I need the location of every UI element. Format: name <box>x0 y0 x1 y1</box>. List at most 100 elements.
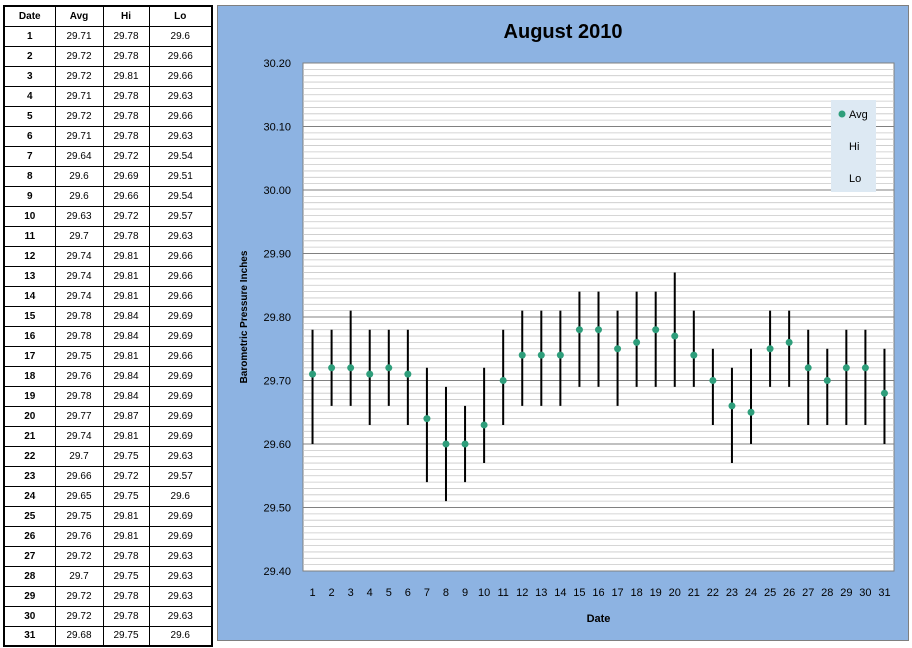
cell-lo: 29.66 <box>148 285 213 307</box>
table-row: 21 29.74 29.81 29.69 <box>3 425 213 447</box>
avg-point <box>804 364 812 372</box>
x-tick-label: 7 <box>424 587 430 599</box>
table-row: 12 29.74 29.81 29.66 <box>3 245 213 267</box>
cell-avg: 29.72 <box>54 585 104 607</box>
x-tick-label: 16 <box>592 587 604 599</box>
x-tick-label: 22 <box>707 587 719 599</box>
avg-point <box>690 351 698 359</box>
cell-avg: 29.6 <box>54 165 104 187</box>
table-row: 27 29.72 29.78 29.63 <box>3 545 213 567</box>
cell-hi: 29.84 <box>102 385 150 407</box>
cell-lo: 29.66 <box>148 245 213 267</box>
cell-avg: 29.78 <box>54 385 104 407</box>
pressure-chart: 29.40 29.50 29.60 29.70 29.80 29.90 30.00 30.10… <box>239 21 895 625</box>
y-tick-label: 30.00 <box>263 185 291 197</box>
cell-lo: 29.63 <box>148 585 213 607</box>
cell-avg: 29.74 <box>54 425 104 447</box>
table-row: 8 29.6 29.69 29.51 <box>3 165 213 187</box>
table-row: 22 29.7 29.75 29.63 <box>3 445 213 467</box>
x-tick-label: 26 <box>783 587 795 599</box>
cell-date: 30 <box>3 605 56 627</box>
cell-avg: 29.78 <box>54 305 104 327</box>
x-tick-label: 28 <box>821 587 833 599</box>
x-tick-label: 24 <box>745 587 757 599</box>
table-row: 23 29.66 29.72 29.57 <box>3 465 213 487</box>
cell-date: 19 <box>3 385 56 407</box>
cell-avg: 29.72 <box>54 105 104 127</box>
cell-lo: 29.57 <box>148 205 213 227</box>
cell-avg: 29.63 <box>54 205 104 227</box>
cell-avg: 29.66 <box>54 465 104 487</box>
cell-lo: 29.54 <box>148 145 213 167</box>
column-header-hi: Hi <box>102 5 150 27</box>
cell-lo: 29.63 <box>148 445 213 467</box>
chart-title: August 2010 <box>504 21 623 43</box>
y-tick-label: 30.20 <box>263 58 291 70</box>
cell-avg: 29.72 <box>54 45 104 67</box>
avg-point <box>518 351 526 359</box>
avg-point <box>671 332 679 340</box>
x-tick-label: 31 <box>878 587 890 599</box>
cell-date: 5 <box>3 105 56 127</box>
cell-avg: 29.72 <box>54 605 104 627</box>
cell-hi: 29.81 <box>102 525 150 547</box>
x-tick-label: 4 <box>367 587 373 599</box>
x-tick-label: 14 <box>554 587 566 599</box>
x-axis-label: Date <box>587 613 611 625</box>
cell-date: 27 <box>3 545 56 567</box>
cell-avg: 29.72 <box>54 545 104 567</box>
avg-point <box>309 370 317 378</box>
table-row: 24 29.65 29.75 29.6 <box>3 485 213 507</box>
weather-data-table: Date Avg Hi Lo 1 29.71 29.78 29.6 2 29.72 29.7… <box>3 5 213 647</box>
table-row: 25 29.75 29.81 29.69 <box>3 505 213 527</box>
x-tick-label: 13 <box>535 587 547 599</box>
avg-point <box>728 402 736 410</box>
x-tick-label: 1 <box>309 587 315 599</box>
cell-lo: 29.63 <box>148 605 213 627</box>
avg-point <box>785 338 793 346</box>
cell-avg: 29.6 <box>54 185 104 207</box>
cell-lo: 29.63 <box>148 125 213 147</box>
cell-avg: 29.76 <box>54 365 104 387</box>
cell-hi: 29.84 <box>102 325 150 347</box>
column-header-lo: Lo <box>148 5 213 27</box>
x-tick-label: 12 <box>516 587 528 599</box>
cell-lo: 29.6 <box>148 625 213 647</box>
cell-hi: 29.78 <box>102 85 150 107</box>
table-row: 11 29.7 29.78 29.63 <box>3 225 213 247</box>
avg-point <box>842 364 850 372</box>
y-axis-label: Barometric Pressure Inches <box>239 250 250 383</box>
cell-date: 16 <box>3 325 56 347</box>
x-tick-label: 6 <box>405 587 411 599</box>
cell-lo: 29.6 <box>148 485 213 507</box>
column-header-date: Date <box>3 5 56 27</box>
avg-point <box>556 351 564 359</box>
x-tick-label: 19 <box>650 587 662 599</box>
cell-hi: 29.72 <box>102 205 150 227</box>
avg-point <box>614 345 622 353</box>
cell-lo: 29.51 <box>148 165 213 187</box>
column-header-avg: Avg <box>54 5 104 27</box>
cell-date: 20 <box>3 405 56 427</box>
cell-avg: 29.74 <box>54 265 104 287</box>
cell-hi: 29.81 <box>102 285 150 307</box>
legend-lo-label: Lo <box>849 173 861 185</box>
cell-hi: 29.72 <box>102 465 150 487</box>
table-row: 10 29.63 29.72 29.57 <box>3 205 213 227</box>
x-tick-label: 5 <box>386 587 392 599</box>
cell-hi: 29.81 <box>102 245 150 267</box>
cell-hi: 29.87 <box>102 405 150 427</box>
cell-date: 14 <box>3 285 56 307</box>
avg-point <box>595 326 602 334</box>
cell-lo: 29.6 <box>148 25 213 47</box>
y-tick-label: 29.40 <box>263 566 291 578</box>
cell-date: 6 <box>3 125 56 147</box>
cell-avg: 29.78 <box>54 325 104 347</box>
cell-lo: 29.66 <box>148 65 213 87</box>
cell-date: 15 <box>3 305 56 327</box>
cell-avg: 29.71 <box>54 25 104 47</box>
cell-date: 11 <box>3 225 56 247</box>
cell-lo: 29.66 <box>148 45 213 67</box>
x-tick-label: 25 <box>764 587 776 599</box>
cell-lo: 29.69 <box>148 305 213 327</box>
